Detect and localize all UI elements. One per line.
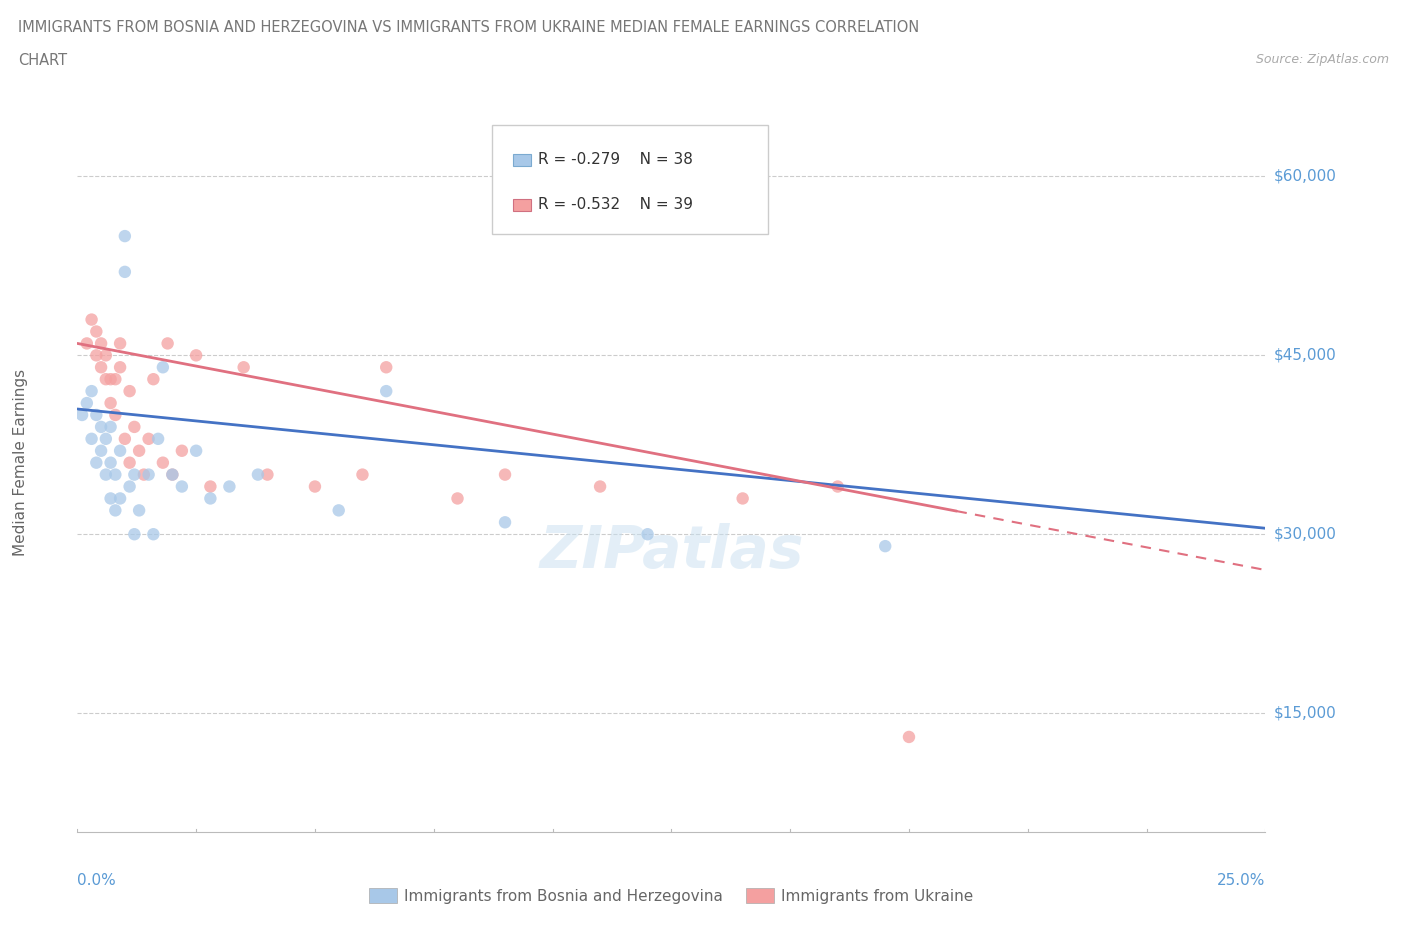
Text: Median Female Earnings: Median Female Earnings xyxy=(13,369,28,556)
Point xyxy=(170,479,193,494)
Point xyxy=(827,479,849,494)
Point xyxy=(76,395,98,410)
Point xyxy=(589,479,612,494)
Point xyxy=(90,419,112,434)
Point xyxy=(152,455,174,470)
Point xyxy=(94,467,117,482)
Point xyxy=(186,444,208,458)
Point xyxy=(304,479,326,494)
Text: R = -0.532    N = 39: R = -0.532 N = 39 xyxy=(538,197,693,212)
Point xyxy=(328,503,350,518)
Point xyxy=(100,395,122,410)
Point xyxy=(200,479,222,494)
Point xyxy=(80,384,103,399)
Point xyxy=(494,467,516,482)
Point xyxy=(86,455,108,470)
Point xyxy=(256,467,278,482)
Point xyxy=(200,491,222,506)
Point xyxy=(108,491,131,506)
Text: 0.0%: 0.0% xyxy=(77,873,117,888)
Point xyxy=(118,455,141,470)
Point xyxy=(128,503,150,518)
Point xyxy=(100,491,122,506)
Text: R = -0.279    N = 38: R = -0.279 N = 38 xyxy=(538,153,693,167)
Point xyxy=(100,419,122,434)
Point xyxy=(494,515,516,530)
Text: $45,000: $45,000 xyxy=(1274,348,1337,363)
Point xyxy=(186,348,208,363)
Point xyxy=(124,526,146,541)
Point xyxy=(80,432,103,446)
Point xyxy=(232,360,254,375)
Text: $15,000: $15,000 xyxy=(1274,706,1337,721)
Point xyxy=(898,729,921,744)
Point xyxy=(375,360,398,375)
Point xyxy=(76,336,98,351)
Point xyxy=(124,467,146,482)
Point xyxy=(162,467,184,482)
Point xyxy=(446,491,468,506)
Point xyxy=(375,384,398,399)
Point xyxy=(352,467,374,482)
Text: CHART: CHART xyxy=(18,53,67,68)
Point xyxy=(114,229,136,244)
Point xyxy=(86,407,108,422)
Point xyxy=(70,407,93,422)
Point xyxy=(90,360,112,375)
Point xyxy=(90,444,112,458)
Text: IMMIGRANTS FROM BOSNIA AND HERZEGOVINA VS IMMIGRANTS FROM UKRAINE MEDIAN FEMALE : IMMIGRANTS FROM BOSNIA AND HERZEGOVINA V… xyxy=(18,20,920,35)
Text: 25.0%: 25.0% xyxy=(1218,873,1265,888)
Point xyxy=(152,360,174,375)
Point xyxy=(104,503,127,518)
Point xyxy=(100,372,122,387)
Point xyxy=(138,467,160,482)
Point xyxy=(142,526,165,541)
Point xyxy=(142,372,165,387)
Point xyxy=(94,348,117,363)
Point xyxy=(156,336,179,351)
Point xyxy=(132,467,155,482)
Point xyxy=(875,538,897,553)
Point xyxy=(146,432,169,446)
Point xyxy=(86,348,108,363)
Point xyxy=(114,432,136,446)
Point xyxy=(138,432,160,446)
Text: ZIPatlas: ZIPatlas xyxy=(538,523,804,580)
Point xyxy=(731,491,754,506)
Point xyxy=(124,419,146,434)
Point xyxy=(80,312,103,327)
Point xyxy=(104,407,127,422)
Point xyxy=(118,479,141,494)
Point xyxy=(104,372,127,387)
Point xyxy=(128,444,150,458)
Point xyxy=(94,372,117,387)
Point xyxy=(90,336,112,351)
Point xyxy=(108,360,131,375)
Point xyxy=(108,336,131,351)
Point xyxy=(86,324,108,339)
Point xyxy=(114,264,136,279)
Point xyxy=(94,432,117,446)
Text: $60,000: $60,000 xyxy=(1274,169,1337,184)
Point xyxy=(118,384,141,399)
Point xyxy=(162,467,184,482)
Point xyxy=(108,444,131,458)
Point xyxy=(246,467,269,482)
Text: $30,000: $30,000 xyxy=(1274,526,1337,541)
Point xyxy=(637,526,659,541)
Legend: Immigrants from Bosnia and Herzegovina, Immigrants from Ukraine: Immigrants from Bosnia and Herzegovina, … xyxy=(363,882,980,910)
Point xyxy=(104,467,127,482)
Point xyxy=(218,479,240,494)
Text: Source: ZipAtlas.com: Source: ZipAtlas.com xyxy=(1256,53,1389,66)
Point xyxy=(170,444,193,458)
Point xyxy=(100,455,122,470)
